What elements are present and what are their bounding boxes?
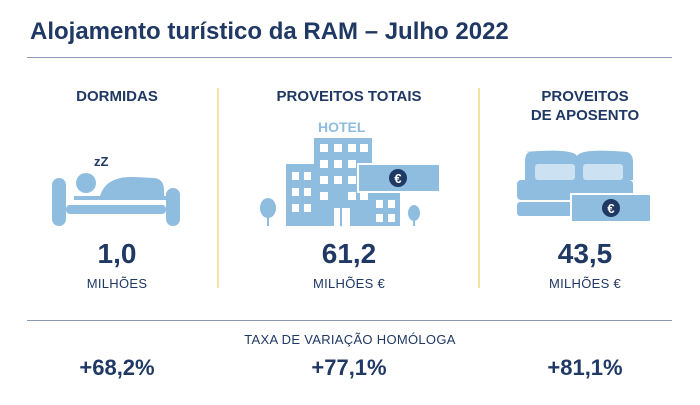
proveitos-aposento-heading: PROVEITOS DE APOSENTO — [490, 87, 680, 125]
page-title: Alojamento turístico da RAM – Julho 2022 — [30, 18, 509, 45]
dormidas-heading: DORMIDAS — [76, 88, 158, 105]
proveitos-totais-unit: MILHÕES € — [312, 276, 386, 291]
hotel-building-icon: HOTEL € — [260, 119, 441, 226]
proveitos-aposento-heading-line1: PROVEITOS — [541, 88, 629, 105]
proveitos-aposento-heading-line2: DE APOSENTO — [530, 107, 640, 124]
dormidas-variation: +68,2% — [79, 355, 155, 380]
proveitos-totais-heading: PROVEITOS TOTAIS — [276, 88, 422, 105]
proveitos-totais-value: 61,2 — [321, 238, 377, 269]
dormidas-unit: MILHÕES — [86, 276, 148, 291]
bed-sleeping-icon: zZ — [52, 154, 180, 226]
proveitos-aposento-unit: MILHÕES € — [548, 276, 622, 291]
double-bed-icon: € — [517, 150, 652, 223]
euro-symbol: € — [607, 201, 614, 216]
hotel-sign-text: HOTEL — [318, 119, 366, 135]
proveitos-aposento-variation: +81,1% — [547, 355, 623, 380]
middle-divider — [27, 320, 672, 321]
sleep-z-glyph: zZ — [94, 154, 109, 169]
column-separator-1 — [217, 88, 219, 288]
euro-symbol: € — [394, 171, 401, 186]
dormidas-value: 1,0 — [97, 238, 137, 269]
proveitos-totais-variation: +77,1% — [311, 355, 387, 380]
variation-caption: TAXA DE VARIAÇÃO HOMÓLOGA — [244, 332, 456, 347]
column-separator-2 — [478, 88, 480, 288]
top-divider — [27, 57, 672, 58]
proveitos-aposento-value: 43,5 — [557, 238, 613, 269]
